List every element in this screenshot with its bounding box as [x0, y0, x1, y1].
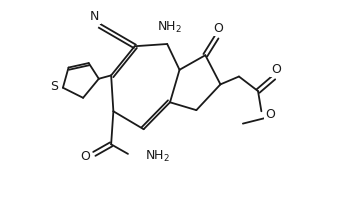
- Text: O: O: [80, 150, 90, 163]
- Text: N: N: [90, 10, 100, 23]
- Text: NH$_2$: NH$_2$: [157, 20, 182, 35]
- Text: O: O: [213, 22, 223, 35]
- Text: O: O: [271, 63, 281, 76]
- Text: S: S: [50, 80, 58, 93]
- Text: O: O: [265, 108, 275, 121]
- Text: NH$_2$: NH$_2$: [145, 149, 170, 164]
